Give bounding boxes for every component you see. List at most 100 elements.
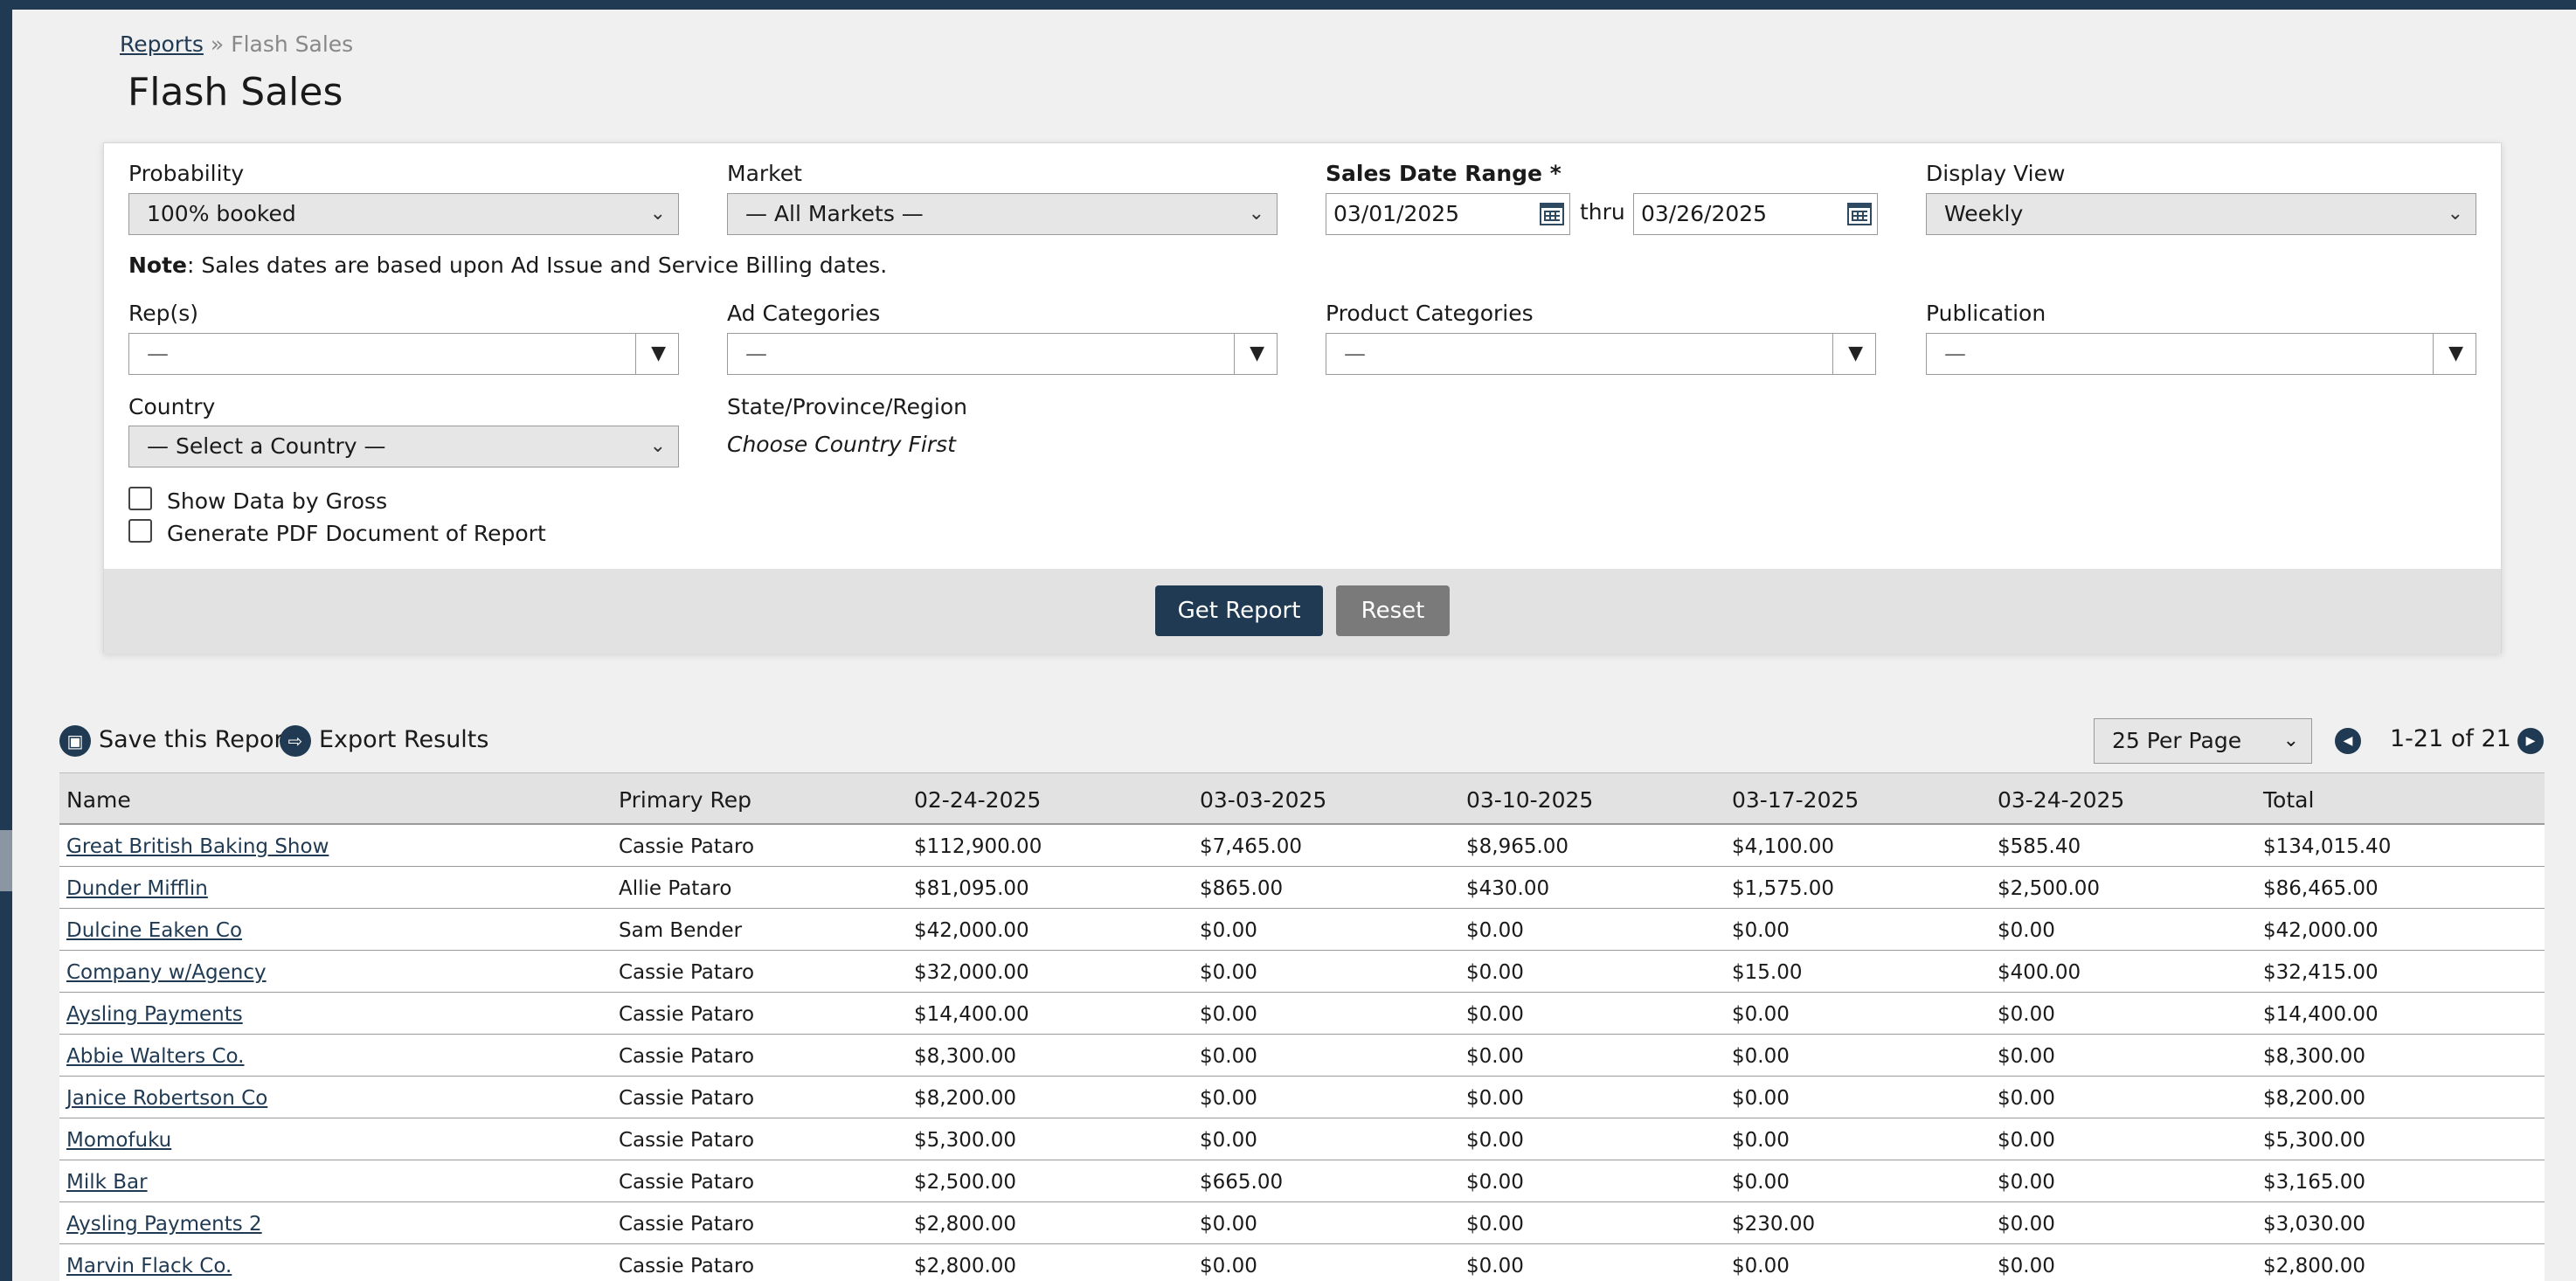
sales-date-note: Note: Sales dates are based upon Ad Issu…	[128, 253, 887, 278]
column-header-week-2[interactable]: 03-03-2025	[1200, 787, 1327, 813]
cell-week-3: $0.00	[1466, 961, 1524, 984]
get-report-button[interactable]: Get Report	[1155, 585, 1323, 636]
previous-page-icon[interactable]: ◀	[2335, 728, 2361, 754]
save-icon[interactable]: ▣	[59, 725, 91, 757]
cell-week-1: $2,800.00	[914, 1213, 1017, 1236]
cell-total: $8,300.00	[2263, 1045, 2366, 1068]
column-header-week-5[interactable]: 03-24-2025	[1998, 787, 2125, 813]
left-nav-bar	[0, 10, 12, 1281]
ad-categories-value: —	[745, 341, 767, 366]
export-results-button[interactable]: Export Results	[319, 726, 489, 753]
cell-total: $86,465.00	[2263, 877, 2379, 900]
calendar-icon[interactable]	[1847, 203, 1872, 225]
generate-pdf-label[interactable]: Generate PDF Document of Report	[167, 521, 546, 546]
calendar-icon[interactable]	[1540, 203, 1564, 225]
cell-week-5: $0.00	[1998, 1255, 2055, 1278]
country-label: Country	[128, 394, 216, 419]
export-icon[interactable]: ⇨	[280, 725, 311, 757]
show-gross-checkbox[interactable]	[128, 487, 152, 510]
column-header-total[interactable]: Total	[2263, 787, 2315, 813]
market-label: Market	[727, 161, 802, 186]
chevron-down-icon: ⌄	[2282, 730, 2299, 751]
table-row: Aysling Payments 2 Cassie Pataro $2,800.00…	[59, 1202, 2545, 1244]
cell-week-2: $7,465.00	[1200, 835, 1303, 858]
left-nav-handle[interactable]	[0, 830, 12, 891]
cell-week-2: $0.00	[1200, 1255, 1257, 1278]
customer-name-link[interactable]: Marvin Flack Co.	[66, 1255, 232, 1278]
cell-week-3: $0.00	[1466, 1045, 1524, 1068]
customer-name-link[interactable]: Dulcine Eaken Co	[66, 919, 243, 942]
cell-total: $32,415.00	[2263, 961, 2379, 984]
cell-week-5: $0.00	[1998, 1087, 2055, 1110]
cell-primary-rep: Cassie Pataro	[619, 961, 755, 984]
customer-name-link[interactable]: Dunder Mifflin	[66, 877, 208, 900]
product-categories-multiselect[interactable]: — ▼	[1326, 333, 1876, 375]
breadcrumb-reports-link[interactable]: Reports	[120, 31, 204, 57]
display-view-select[interactable]: Weekly ⌄	[1926, 193, 2476, 235]
customer-name-link[interactable]: Janice Robertson Co	[66, 1087, 268, 1110]
cell-primary-rep: Cassie Pataro	[619, 1213, 755, 1236]
cell-week-4: $0.00	[1732, 1003, 1790, 1026]
cell-primary-rep: Cassie Pataro	[619, 1045, 755, 1068]
table-row: Janice Robertson Co Cassie Pataro $8,200.0…	[59, 1077, 2545, 1118]
column-header-week-1[interactable]: 02-24-2025	[914, 787, 1042, 813]
cell-total: $3,030.00	[2263, 1213, 2366, 1236]
cell-week-1: $81,095.00	[914, 877, 1029, 900]
column-header-week-4[interactable]: 03-17-2025	[1732, 787, 1859, 813]
cell-week-2: $0.00	[1200, 1213, 1257, 1236]
save-report-button[interactable]: Save this Report	[99, 726, 294, 753]
cell-week-5: $0.00	[1998, 1213, 2055, 1236]
caret-down-icon[interactable]: ▼	[1848, 343, 1863, 364]
per-page-select[interactable]: 25 Per Page ⌄	[2094, 718, 2312, 764]
generate-pdf-checkbox[interactable]	[128, 519, 152, 543]
cell-total: $2,800.00	[2263, 1255, 2366, 1278]
cell-week-2: $865.00	[1200, 877, 1284, 900]
date-from-input[interactable]: 03/01/2025	[1326, 193, 1570, 235]
caret-down-icon[interactable]: ▼	[651, 343, 666, 364]
country-select[interactable]: — Select a Country — ⌄	[128, 426, 679, 467]
probability-select[interactable]: 100% booked ⌄	[128, 193, 679, 235]
column-header-primary-rep[interactable]: Primary Rep	[619, 787, 752, 813]
customer-name-link[interactable]: Momofuku	[66, 1129, 172, 1152]
cell-primary-rep: Cassie Pataro	[619, 1171, 755, 1194]
breadcrumb: Reports» Flash Sales	[120, 31, 353, 57]
table-row: Company w/Agency Cassie Pataro $32,000.00 $…	[59, 951, 2545, 993]
cell-week-5: $0.00	[1998, 1003, 2055, 1026]
caret-down-icon[interactable]: ▼	[2448, 343, 2463, 364]
ad-categories-label: Ad Categories	[727, 301, 881, 326]
reset-button[interactable]: Reset	[1336, 585, 1450, 636]
cell-week-3: $8,965.00	[1466, 835, 1569, 858]
next-page-icon[interactable]: ▶	[2517, 728, 2544, 754]
reps-multiselect[interactable]: — ▼	[128, 333, 679, 375]
cell-week-2: $0.00	[1200, 1045, 1257, 1068]
customer-name-link[interactable]: Great British Baking Show	[66, 835, 329, 858]
show-gross-label[interactable]: Show Data by Gross	[167, 488, 388, 514]
state-placeholder: Choose Country First	[727, 432, 956, 457]
date-to-input[interactable]: 03/26/2025	[1633, 193, 1878, 235]
cell-week-4: $0.00	[1732, 1255, 1790, 1278]
cell-week-4: $0.00	[1732, 1045, 1790, 1068]
product-categories-value: —	[1344, 341, 1366, 366]
cell-total: $14,400.00	[2263, 1003, 2379, 1026]
customer-name-link[interactable]: Milk Bar	[66, 1171, 148, 1194]
ad-categories-multiselect[interactable]: — ▼	[727, 333, 1278, 375]
customer-name-link[interactable]: Company w/Agency	[66, 961, 267, 984]
column-header-name[interactable]: Name	[66, 787, 131, 813]
customer-name-link[interactable]: Abbie Walters Co.	[66, 1045, 245, 1068]
cell-primary-rep: Cassie Pataro	[619, 1087, 755, 1110]
cell-total: $134,015.40	[2263, 835, 2392, 858]
cell-week-5: $2,500.00	[1998, 877, 2101, 900]
market-select[interactable]: — All Markets — ⌄	[727, 193, 1278, 235]
divider	[1234, 334, 1235, 374]
caret-down-icon[interactable]: ▼	[1250, 343, 1264, 364]
cell-week-5: $400.00	[1998, 961, 2081, 984]
customer-name-link[interactable]: Aysling Payments 2	[66, 1213, 262, 1236]
table-row: Marvin Flack Co. Cassie Pataro $2,800.00 $0…	[59, 1244, 2545, 1281]
cell-week-3: $0.00	[1466, 1087, 1524, 1110]
customer-name-link[interactable]: Aysling Payments	[66, 1003, 243, 1026]
cell-week-4: $0.00	[1732, 1171, 1790, 1194]
column-header-week-3[interactable]: 03-10-2025	[1466, 787, 1594, 813]
cell-week-1: $112,900.00	[914, 835, 1042, 858]
market-value: — All Markets —	[745, 201, 924, 226]
publication-multiselect[interactable]: — ▼	[1926, 333, 2476, 375]
